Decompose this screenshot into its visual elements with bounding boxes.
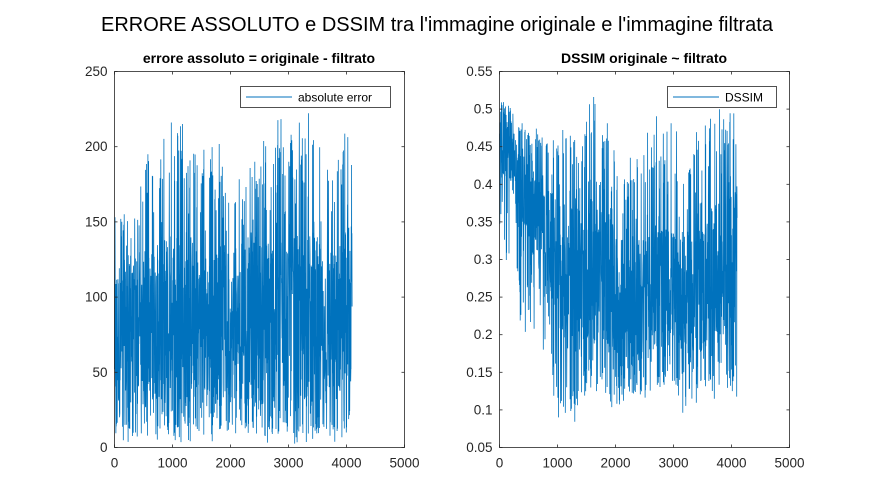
y-tick-label: 50 bbox=[92, 365, 107, 380]
y-tick-label: 0.25 bbox=[466, 290, 492, 305]
series-line-absolute-error bbox=[114, 113, 353, 444]
y-tick-label: 0.4 bbox=[474, 177, 493, 192]
legend-box bbox=[240, 86, 391, 108]
x-tick-label: 1000 bbox=[157, 456, 187, 471]
y-tick-label: 0.3 bbox=[474, 252, 493, 267]
axes-box bbox=[114, 71, 405, 448]
plot-layer bbox=[114, 113, 353, 444]
x-tick-label: 2000 bbox=[215, 456, 245, 471]
y-tick-label: 0.1 bbox=[474, 402, 493, 417]
x-tick-label: 3000 bbox=[273, 456, 303, 471]
series-line-dssim bbox=[499, 96, 738, 422]
legend-entry-dssim: DSSIM bbox=[725, 91, 763, 105]
legend: absolute error bbox=[240, 86, 391, 108]
y-tick-label: 0 bbox=[100, 440, 108, 455]
legend: DSSIM bbox=[667, 86, 777, 108]
y-tick-label: 150 bbox=[85, 214, 108, 229]
axes-title: DSSIM originale ~ filtrato bbox=[561, 50, 727, 66]
y-tick-label: 0.5 bbox=[474, 102, 493, 117]
y-tick-label: 250 bbox=[85, 64, 108, 79]
y-tick-label: 0.45 bbox=[466, 139, 492, 154]
axes-title: errore assoluto = originale - filtrato bbox=[143, 50, 375, 66]
y-tick-label: 0.35 bbox=[466, 214, 492, 229]
x-tick-label: 3000 bbox=[658, 456, 688, 471]
y-tick-label: 100 bbox=[85, 290, 108, 305]
y-tick-label: 0.2 bbox=[474, 327, 493, 342]
axes-dssim: DSSIM originale ~ filtrato 0 1000 2000 3000… bbox=[466, 50, 804, 471]
y-tick-label: 0.15 bbox=[466, 365, 492, 380]
y-tick-label: 0.05 bbox=[466, 440, 492, 455]
x-tick-label: 5000 bbox=[389, 456, 419, 471]
x-tick-label: 1000 bbox=[542, 456, 572, 471]
ticks-layer: 0 1000 2000 3000 4000 5000 0.05 0.1 0.15 0.2 0.25 0… bbox=[466, 64, 804, 471]
axes-absolute-error: errore assoluto = originale - filtrato 0… bbox=[85, 50, 420, 471]
x-tick-label: 0 bbox=[496, 456, 504, 471]
ticks-layer: 0 1000 2000 3000 4000 5000 0 50 100 150 200 250 bbox=[85, 64, 420, 471]
x-tick-label: 4000 bbox=[331, 456, 361, 471]
figure-suptitle: ERRORE ASSOLUTO e DSSIM tra l'immagine o… bbox=[101, 14, 774, 36]
plot-layer bbox=[499, 96, 738, 422]
x-tick-label: 0 bbox=[111, 456, 119, 471]
x-tick-label: 4000 bbox=[716, 456, 746, 471]
legend-entry-absolute-error: absolute error bbox=[298, 91, 372, 105]
y-tick-label: 200 bbox=[85, 139, 108, 154]
x-tick-label: 5000 bbox=[774, 456, 804, 471]
y-tick-label: 0.55 bbox=[466, 64, 492, 79]
legend-box bbox=[667, 86, 777, 108]
x-tick-label: 2000 bbox=[600, 456, 630, 471]
